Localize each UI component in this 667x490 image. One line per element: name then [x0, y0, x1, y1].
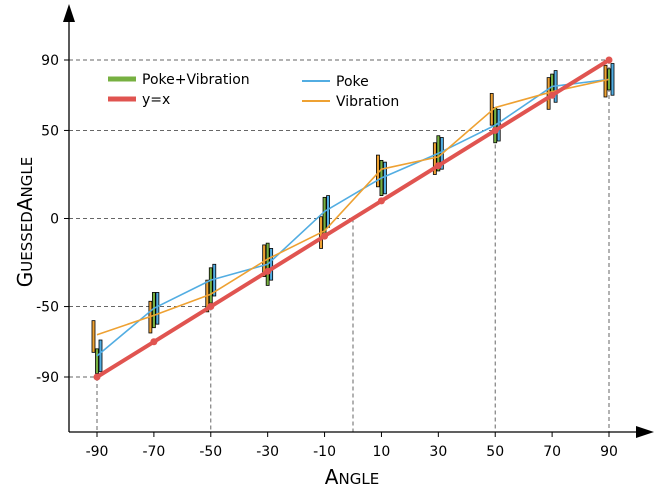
y-tick-label-3: 50	[41, 123, 59, 139]
errbar-poke-5	[383, 161, 387, 195]
errbar-poke-1	[155, 292, 160, 325]
x-axis-label: ANGLE	[325, 465, 379, 489]
y-tick-label-1: -50	[36, 300, 59, 316]
series-line-2	[96, 78, 610, 357]
x-tick-label-4: -10	[313, 444, 336, 460]
x-tick-label-8: 70	[543, 444, 561, 460]
legend-label-3: Vibration	[336, 94, 399, 110]
errbar-poke-7	[496, 108, 501, 142]
errbar-vibration-0	[91, 320, 96, 353]
point-1-0	[93, 373, 101, 381]
point-1-4	[321, 232, 329, 240]
series-lines	[93, 56, 613, 381]
y-tick-label-4: 90	[41, 53, 59, 69]
errbar-poke-0	[98, 339, 103, 373]
errbar-pokevib-2	[208, 267, 213, 304]
y-axis-arrow	[63, 4, 75, 22]
guide-lines	[69, 59, 610, 432]
legend-label-2: Poke	[336, 74, 369, 90]
legend: Poke+Vibration y=x Poke Vibration	[108, 72, 399, 110]
errbar-poke-9	[610, 63, 615, 96]
x-axis-arrow	[636, 426, 654, 438]
x-tick-label-5: 10	[373, 444, 391, 460]
point-1-5	[377, 197, 385, 205]
point-1-3	[264, 267, 272, 275]
point-1-7	[491, 126, 499, 134]
x-tick-label-1: -70	[142, 444, 165, 460]
legend-label-0: Poke+Vibration	[142, 72, 250, 88]
series-line-3	[96, 78, 610, 336]
point-1-1	[150, 338, 158, 346]
x-tick-label-2: -50	[199, 444, 222, 460]
x-tick-label-0: -90	[86, 444, 109, 460]
errbar-poke-4	[326, 195, 330, 228]
x-tick-label-9: 90	[600, 444, 618, 460]
errbar-pokevib-0	[95, 348, 99, 374]
x-tick-label-7: 50	[486, 444, 504, 460]
series-line-1	[95, 58, 611, 379]
x-tick-label-3: -30	[256, 444, 279, 460]
point-1-8	[548, 91, 556, 99]
legend-label-1: y=x	[142, 92, 170, 108]
point-1-9	[605, 56, 613, 64]
axes	[63, 4, 654, 438]
errbar-poke-3	[269, 248, 274, 281]
tick-labels: -90 -70 -50 -30 -10 10 30 50 70 90 -90 -50 0 50 90	[36, 53, 618, 460]
y-tick-label-0: -90	[36, 370, 59, 386]
y-tick-label-2: 0	[50, 212, 59, 228]
point-1-6	[434, 162, 442, 170]
y-axis-label: GUESSEDANGLE	[13, 157, 37, 287]
x-tick-label-6: 30	[429, 444, 447, 460]
point-1-2	[207, 303, 215, 311]
